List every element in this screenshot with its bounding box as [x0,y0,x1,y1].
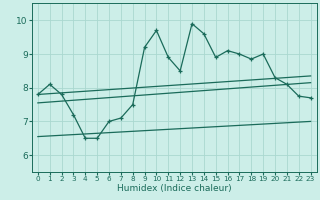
X-axis label: Humidex (Indice chaleur): Humidex (Indice chaleur) [117,184,232,193]
